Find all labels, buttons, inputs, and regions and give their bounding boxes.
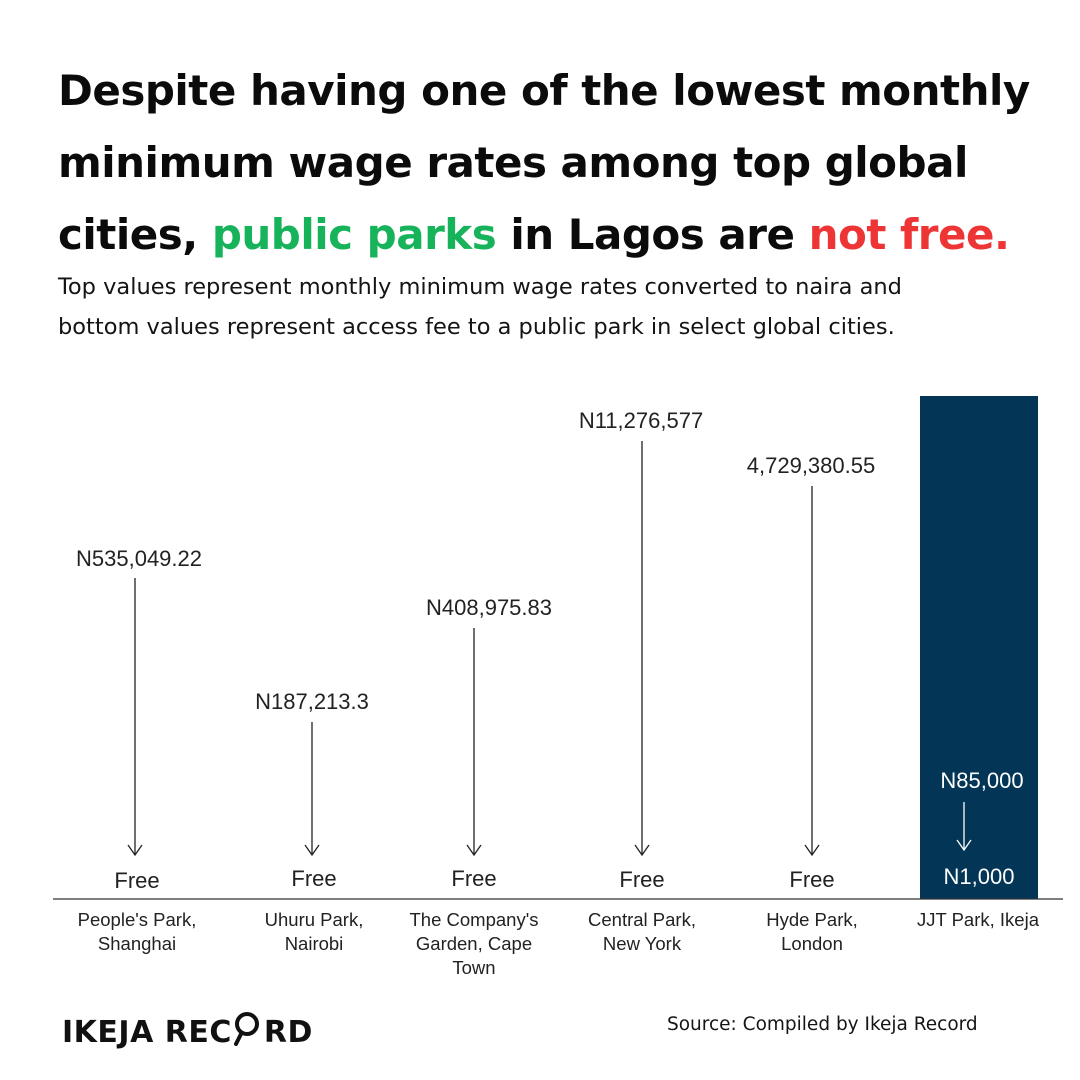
wage-label: N11,276,577 [579, 408, 703, 433]
park-fee-label: Free [619, 867, 664, 892]
category-label: Nairobi [285, 933, 344, 954]
chart: N535,049.22 Free People's Park, Shanghai N18… [53, 396, 1063, 978]
headline-line-1: Despite having one of the lowest monthly [58, 66, 1030, 115]
park-fee-label: Free [451, 866, 496, 891]
category-label: JJT Park, Ikeja [917, 909, 1040, 930]
category-label: Town [452, 957, 495, 978]
subtitle: Top values represent monthly minimum wag… [58, 267, 1048, 347]
headline-line-3: cities, public parks in Lagos are not fr… [58, 199, 1038, 271]
category-label: Shanghai [98, 933, 176, 954]
headline-highlight-green: public parks [211, 210, 497, 259]
highlight-bar [920, 396, 1038, 899]
arrow-head [466, 844, 482, 857]
category-label: New York [603, 933, 682, 954]
park-fee-label: Free [291, 866, 336, 891]
brand-text: IKEJA REC [62, 1014, 232, 1050]
arrow-head [634, 844, 650, 857]
brand-text-end: RD [263, 1014, 313, 1050]
category-label: People's Park, [78, 909, 197, 930]
wage-label: N85,000 [940, 768, 1023, 793]
arrow-head [956, 839, 972, 852]
park-fee-label: Free [114, 868, 159, 893]
category-label: The Company's [410, 909, 539, 930]
wage-label: N187,213.3 [255, 689, 369, 714]
wage-label: N535,049.22 [76, 546, 202, 571]
subtitle-line-2: bottom values represent access fee to a … [58, 314, 895, 340]
headline-highlight-red: not free. [808, 210, 1010, 259]
headline-line-2: minimum wage rates among top global [58, 138, 968, 187]
subtitle-line-1: Top values represent monthly minimum wag… [58, 274, 902, 300]
category-label: Uhuru Park, [265, 909, 364, 930]
category-label: Central Park, [588, 909, 696, 930]
category-label: London [781, 933, 843, 954]
arrow-head [127, 844, 143, 857]
magnifier-icon [233, 1010, 264, 1054]
headline-text: cities, [58, 210, 212, 259]
park-fee-label: Free [789, 867, 834, 892]
headline-text: in Lagos are [496, 210, 809, 259]
arrow-head [304, 844, 320, 857]
wage-label: N408,975.83 [426, 595, 552, 620]
headline: Despite having one of the lowest monthly… [58, 55, 1038, 271]
wage-label: 4,729,380.55 [747, 453, 875, 478]
arrow-head [804, 844, 820, 857]
source-note: Source: Compiled by Ikeja Record [667, 1014, 978, 1035]
category-label: Hyde Park, [766, 909, 858, 930]
park-fee-label: N1,000 [944, 864, 1015, 889]
brand-logo: IKEJA REC RD [62, 1010, 313, 1054]
category-label: Garden, Cape [416, 933, 532, 954]
